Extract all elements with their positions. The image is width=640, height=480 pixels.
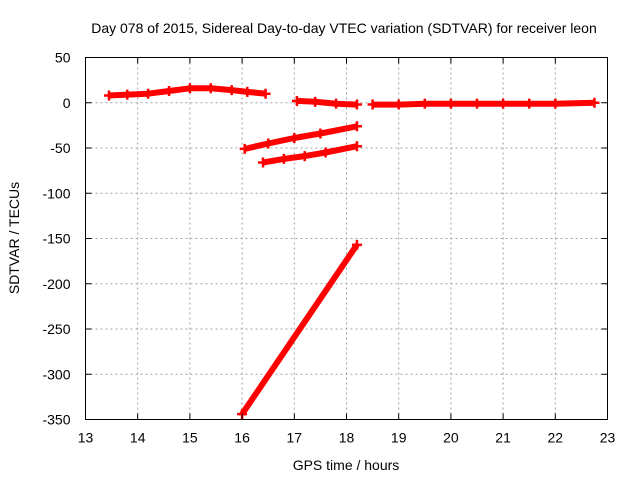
data-point <box>226 85 237 96</box>
data-point <box>331 98 342 109</box>
data-point <box>550 98 561 109</box>
data-point <box>351 99 362 110</box>
data-point <box>239 143 250 154</box>
y-tick-label: -150 <box>42 231 70 247</box>
y-tick-label: -200 <box>42 276 70 292</box>
data-point <box>278 153 289 164</box>
data-point <box>260 88 271 99</box>
data-series-3 <box>372 99 595 108</box>
data-point <box>351 239 362 250</box>
data-point <box>351 141 362 152</box>
x-tick-label: 15 <box>182 430 198 446</box>
data-point <box>184 83 195 94</box>
x-tick-label: 16 <box>234 430 250 446</box>
x-tick-label: 18 <box>339 430 355 446</box>
y-tick-label: -300 <box>42 366 70 382</box>
ticks: 13 14 15 16 17 18 19 20 21 22 23 50 0 -50 -100 -150 -200… <box>42 50 615 446</box>
x-tick-label: 23 <box>600 430 616 446</box>
y-tick-label: -350 <box>42 412 70 428</box>
data-point <box>242 86 253 97</box>
y-tick-label: -250 <box>42 321 70 337</box>
x-axis-label: GPS time / hours <box>293 457 400 473</box>
data-point <box>320 147 331 158</box>
data-point <box>589 97 600 108</box>
series-layer <box>103 83 600 420</box>
data-point <box>263 138 274 149</box>
y-tick-label: -50 <box>50 140 70 156</box>
data-point <box>419 98 430 109</box>
y-axis-label: SDTVAR / TECUs <box>6 182 22 294</box>
data-point <box>122 89 133 100</box>
data-point <box>103 90 114 101</box>
data-point <box>291 95 302 106</box>
data-point <box>315 128 326 139</box>
data-point <box>257 157 268 168</box>
data-series-6 <box>239 243 360 416</box>
data-point <box>164 85 175 96</box>
x-tick-label: 22 <box>548 430 564 446</box>
chart-title: Day 078 of 2015, Sidereal Day-to-day VTE… <box>91 20 597 36</box>
data-series-5 <box>262 143 358 166</box>
data-series-2 <box>296 97 358 108</box>
data-series-4 <box>244 123 358 152</box>
data-point <box>367 99 378 110</box>
data-point <box>143 88 154 99</box>
data-point <box>393 99 404 110</box>
x-tick-label: 21 <box>495 430 511 446</box>
data-point <box>299 151 310 162</box>
y-tick-label: 0 <box>63 95 71 111</box>
x-tick-label: 17 <box>287 430 303 446</box>
y-tick-label: 50 <box>55 50 71 66</box>
x-tick-label: 19 <box>391 430 407 446</box>
x-tick-label: 20 <box>443 430 459 446</box>
data-point <box>472 98 482 109</box>
data-point <box>524 98 535 109</box>
data-point <box>445 98 456 109</box>
x-tick-label: 14 <box>130 430 146 446</box>
data-point <box>498 98 509 109</box>
data-point <box>351 121 362 132</box>
x-tick-label: 13 <box>78 430 94 446</box>
grid <box>85 57 608 420</box>
data-point <box>205 83 216 94</box>
y-tick-label: -100 <box>42 185 70 201</box>
data-point <box>310 96 321 107</box>
data-point <box>289 133 300 144</box>
